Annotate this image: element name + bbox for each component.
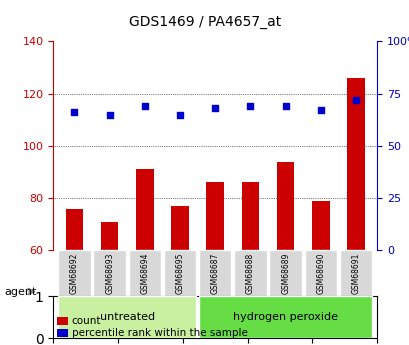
Bar (311, 201, 329, 250)
FancyBboxPatch shape (58, 296, 196, 338)
Point (352, 97, 358, 103)
Bar (206, 183, 223, 250)
Bar (136, 169, 153, 250)
Text: GSM68687: GSM68687 (210, 253, 219, 294)
Point (247, 104, 253, 109)
Text: GSM68695: GSM68695 (175, 253, 184, 294)
FancyBboxPatch shape (234, 250, 266, 296)
FancyBboxPatch shape (269, 250, 301, 296)
FancyBboxPatch shape (199, 296, 371, 338)
Bar (346, 78, 364, 250)
Point (176, 112, 183, 117)
Point (211, 106, 218, 111)
FancyBboxPatch shape (199, 250, 231, 296)
FancyBboxPatch shape (58, 250, 90, 296)
Point (282, 104, 288, 109)
Text: GSM68690: GSM68690 (316, 253, 325, 294)
Text: GSM68688: GSM68688 (245, 253, 254, 294)
Text: GSM68692: GSM68692 (70, 253, 79, 294)
Text: GSM68694: GSM68694 (140, 253, 149, 294)
FancyBboxPatch shape (164, 250, 196, 296)
Text: GSM68693: GSM68693 (105, 253, 114, 294)
Text: hydrogen peroxide: hydrogen peroxide (233, 312, 337, 322)
Bar (171, 206, 189, 250)
Bar (101, 221, 118, 250)
Text: GDS1469 / PA4657_at: GDS1469 / PA4657_at (128, 16, 281, 29)
FancyBboxPatch shape (128, 250, 161, 296)
Text: untreated: untreated (99, 312, 155, 322)
Point (141, 104, 148, 109)
Text: GSM68689: GSM68689 (281, 253, 290, 294)
FancyBboxPatch shape (304, 250, 336, 296)
Bar (276, 161, 294, 250)
Text: agent: agent (4, 287, 36, 296)
Text: count: count (72, 316, 101, 326)
Bar (65, 209, 83, 250)
FancyBboxPatch shape (339, 250, 371, 296)
Point (317, 108, 324, 113)
FancyBboxPatch shape (93, 250, 126, 296)
Text: GSM68691: GSM68691 (351, 253, 360, 294)
Point (71, 110, 78, 115)
Text: percentile rank within the sample: percentile rank within the sample (72, 328, 247, 338)
Point (106, 112, 112, 117)
Bar (241, 183, 258, 250)
